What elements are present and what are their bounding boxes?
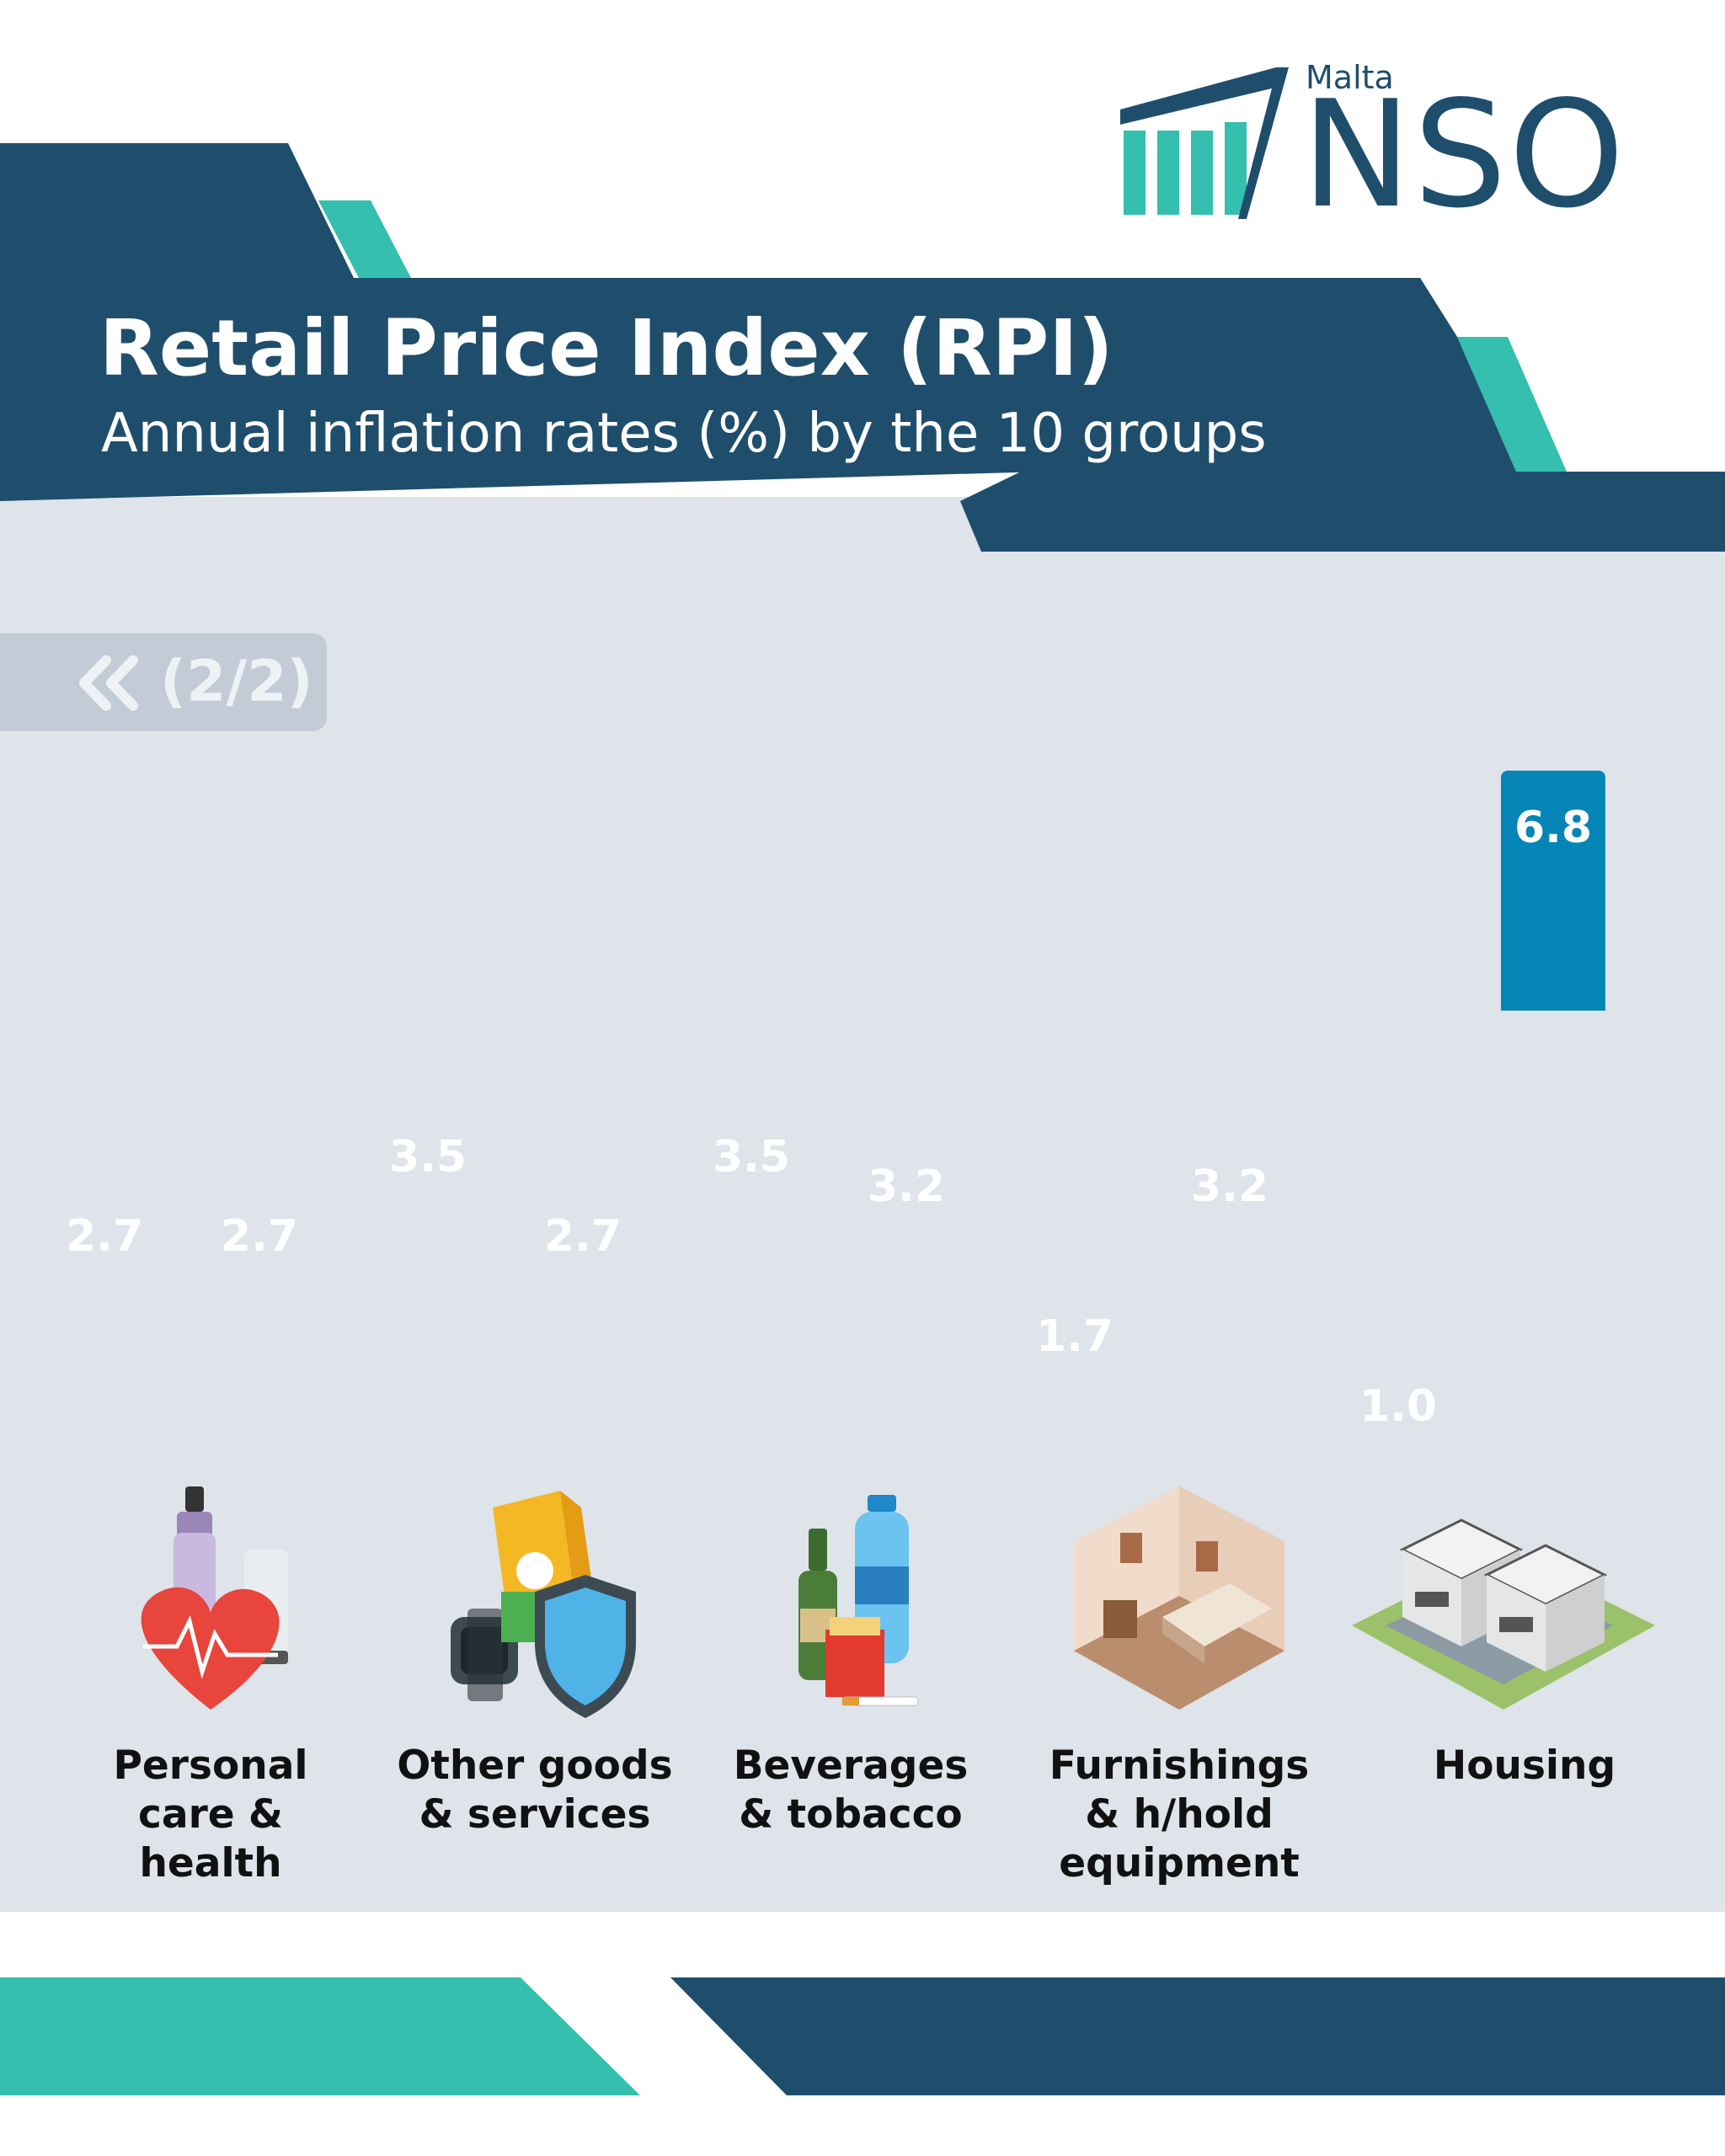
page-indicator[interactable]: (2/2) — [0, 633, 327, 731]
chart-title: Retail Price Index (RPI) — [99, 303, 1114, 393]
bar-value-label: 2.7 — [65, 1211, 144, 1262]
teal-accent-top — [318, 200, 411, 278]
logo-small-text: Malta — [1306, 59, 1394, 96]
nso-logo-icon — [1120, 67, 1289, 219]
footer-teal-band — [0, 1977, 640, 2095]
bar-chart — [1501, 771, 1605, 1011]
bar-value-label: 3.2 — [1190, 1161, 1269, 1213]
bar-value-label: 1.7 — [1035, 1310, 1114, 1362]
double-chevron-left-icon — [79, 655, 138, 711]
furnishings-icon — [1074, 1486, 1284, 1710]
teal-accent-right — [1457, 337, 1567, 472]
bar-value-label: 6.8 — [1514, 803, 1593, 853]
goods-services-icon — [451, 1491, 636, 1718]
footer-navy-band — [670, 1977, 1725, 2095]
logo-name: NSO — [1301, 70, 1626, 241]
housing-icon — [1352, 1518, 1655, 1710]
category-label-5: Housing — [1433, 1742, 1616, 1789]
bar-value-label: 2.7 — [220, 1211, 299, 1262]
personal-care-health-icon — [141, 1486, 288, 1710]
bar-value-label: 1.0 — [1359, 1380, 1438, 1432]
navy-tab — [0, 143, 354, 278]
category-label-1: Personal care & health — [113, 1742, 308, 1886]
navy-band-fill — [960, 278, 1725, 501]
bar-value-label: 3.5 — [388, 1131, 467, 1182]
category-label-4: Furnishings & h/hold equipment — [1049, 1742, 1310, 1886]
bar-value-label: 3.5 — [712, 1131, 791, 1182]
page-indicator-text: (2/2) — [160, 648, 313, 715]
category-label-2: Other goods & services — [397, 1742, 673, 1838]
chart-subtitle: Annual inflation rates (%) by the 10 gro… — [101, 403, 1267, 465]
header-banner — [0, 143, 1725, 552]
bar-blue-5 — [1501, 771, 1605, 1011]
bar-value-label: 3.2 — [867, 1161, 946, 1213]
category-label-3: Beverages & tobacco — [733, 1742, 969, 1838]
footer-bands — [0, 1977, 1725, 2095]
beverages-tobacco-icon — [798, 1495, 919, 1706]
bar-value-label: 2.7 — [543, 1211, 622, 1262]
